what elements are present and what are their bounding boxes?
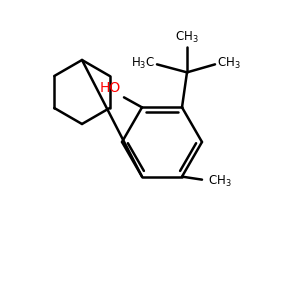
Text: CH$_3$: CH$_3$	[208, 174, 232, 189]
Text: H$_3$C: H$_3$C	[131, 56, 155, 71]
Text: CH$_3$: CH$_3$	[175, 30, 199, 45]
Text: CH$_3$: CH$_3$	[217, 56, 241, 71]
Text: HO: HO	[100, 81, 121, 95]
